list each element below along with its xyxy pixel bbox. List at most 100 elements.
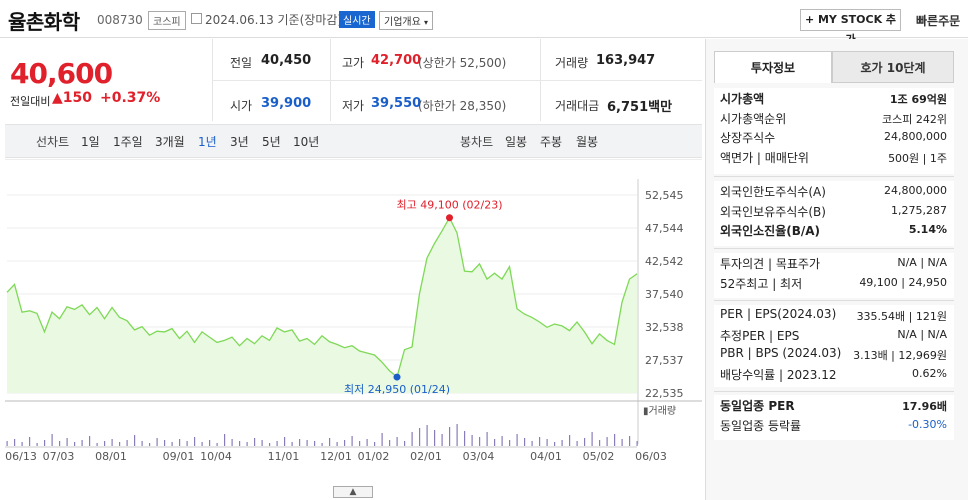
volume-bar — [119, 442, 121, 446]
volume-bar — [569, 435, 571, 446]
volume-bar — [111, 439, 113, 446]
volume-bar — [419, 428, 421, 446]
period-3m[interactable]: 3개월 — [155, 135, 185, 149]
upper-limit: (상한가 52,500) — [418, 56, 507, 70]
amount-label: 거래대금 — [555, 99, 600, 113]
x-tick-label: 09/01 — [163, 450, 195, 463]
info-row-value: 24,800,000 — [884, 130, 947, 143]
period-1w[interactable]: 1주일 — [113, 135, 143, 149]
volume-bar — [299, 439, 301, 446]
period-3y[interactable]: 3년 — [230, 135, 249, 149]
volume-bar — [456, 424, 458, 446]
x-tick-label: 05/02 — [583, 450, 615, 463]
volume-bar — [314, 441, 316, 446]
corp-info-dropdown[interactable]: 기업개요 ▾ — [379, 11, 434, 30]
volume-bar — [426, 425, 428, 446]
volume-bar — [629, 436, 631, 446]
y-tick-label: 42,542 — [645, 255, 684, 268]
volume-bar — [501, 436, 503, 446]
period-10y[interactable]: 10년 — [293, 135, 320, 149]
volume-bar — [516, 434, 518, 446]
volume-bar — [441, 434, 443, 446]
x-tick-label: 01/02 — [358, 450, 390, 463]
tab-investment-info[interactable]: 투자정보 — [714, 51, 832, 83]
chart-collapse-button[interactable]: ▲ — [333, 486, 373, 498]
volume-bar — [336, 442, 338, 446]
tab-orderbook[interactable]: 호가 10단계 — [832, 51, 954, 83]
date-text: 2024.06.13 기준(장마감) — [205, 13, 343, 27]
price-chart[interactable]: 52,545 47,544 42,542 37,540 32,538 27,537 22,5… — [5, 159, 702, 500]
period-5y[interactable]: 5년 — [262, 135, 281, 149]
info-row-value: -0.30% — [908, 417, 947, 431]
volume-bar — [576, 441, 578, 446]
low-label: 저가 — [342, 99, 365, 113]
price-line — [6, 216, 638, 379]
info-row-value: N/A | N/A — [897, 256, 947, 269]
volume-bar — [284, 437, 286, 446]
volume-bar — [321, 443, 323, 446]
x-tick-label: 10/04 — [200, 450, 232, 463]
info-row-label: 상장주식수 — [720, 131, 776, 145]
volume-bar — [14, 439, 16, 446]
divider — [714, 248, 954, 249]
realtime-button[interactable]: 실시간 — [339, 11, 375, 28]
volume-bar — [411, 432, 413, 446]
volume-bar — [584, 438, 586, 446]
volume-bar — [246, 442, 248, 446]
volume-bar — [89, 436, 91, 446]
volume-bar — [81, 440, 83, 446]
volume-bar — [179, 439, 181, 446]
volume-bar — [306, 440, 308, 446]
stock-name: 율촌화학 — [8, 10, 80, 34]
period-1d[interactable]: 1일 — [81, 135, 100, 149]
corp-info-label: 기업개요 — [384, 17, 421, 28]
volume-bar — [104, 441, 106, 446]
volume-bar — [621, 439, 623, 446]
divider — [212, 80, 702, 81]
candle-daily[interactable]: 일봉 — [505, 135, 528, 149]
info-row-label: 시가총액 — [720, 92, 765, 106]
low-annotation: 최저 24,950 (01/24) — [344, 383, 450, 396]
info-row-value: 1,275,287 — [891, 203, 947, 217]
x-tick-label: 02/01 — [410, 450, 442, 463]
volume-bar — [156, 438, 158, 446]
volume-bar — [606, 437, 608, 446]
volume-bar — [74, 442, 76, 446]
x-tick-label: 12/01 — [320, 450, 352, 463]
candle-monthly[interactable]: 월봉 — [576, 135, 599, 149]
volume-bar — [149, 443, 151, 446]
high-value: 42,700 — [371, 53, 422, 68]
volume-bar — [599, 440, 601, 446]
info-row-label: PER | EPS(2024.03) — [720, 307, 837, 321]
add-mystock-button[interactable]: + MY STOCK 추가 — [800, 9, 901, 46]
info-row-value: 1조 69억원 — [889, 93, 947, 106]
volume-bar — [479, 437, 481, 446]
candle-weekly[interactable]: 주봉 — [540, 135, 563, 149]
volume-bar — [614, 434, 616, 446]
chevron-down-icon: ▾ — [424, 18, 429, 27]
high-annotation: 최고 49,100 (02/23) — [396, 199, 502, 212]
divider — [714, 300, 954, 301]
volume-bar — [231, 439, 233, 446]
volume-bar — [66, 438, 68, 446]
volume-bar — [344, 440, 346, 446]
volume-bar — [194, 437, 196, 446]
volume-bar — [209, 440, 211, 446]
info-row-label: 액면가 | 매매단위 — [720, 150, 809, 165]
volume-bar — [291, 442, 293, 446]
y-tick-label: 27,537 — [645, 354, 684, 367]
info-row-value: N/A | N/A — [897, 327, 947, 341]
quick-order-button[interactable]: 빠른주문 — [916, 14, 961, 28]
info-row-label: 추정PER | EPS — [720, 328, 800, 343]
stock-code: 008730 — [97, 13, 143, 27]
period-1y[interactable]: 1년 — [198, 135, 217, 149]
lower-limit: (하한가 28,350) — [418, 99, 507, 113]
divider — [714, 391, 954, 392]
volume-bar — [434, 430, 436, 446]
volume-bar — [21, 442, 23, 446]
info-row-value: 5.14% — [908, 223, 947, 236]
volume-bar — [276, 441, 278, 446]
info-section — [714, 305, 954, 387]
stock-header — [0, 0, 968, 38]
volume-bar — [6, 441, 8, 446]
